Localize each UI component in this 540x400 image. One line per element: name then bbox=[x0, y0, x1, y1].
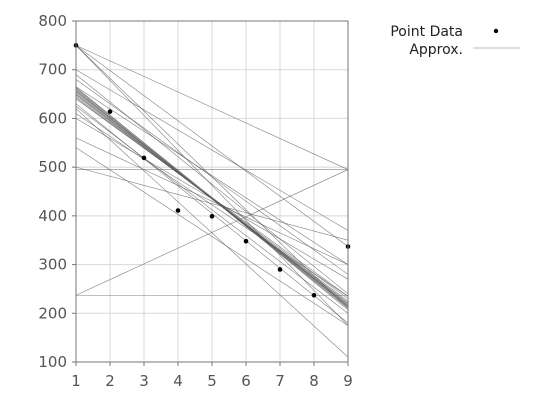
approx-line bbox=[75, 103, 349, 324]
legend-marker-point bbox=[493, 28, 499, 34]
approx-line bbox=[75, 108, 349, 358]
x-tick-label: 1 bbox=[71, 372, 81, 390]
approx-line bbox=[75, 147, 349, 326]
approx-line bbox=[75, 79, 349, 275]
y-tick-label: 500 bbox=[38, 158, 67, 176]
y-tick-label: 800 bbox=[38, 12, 67, 30]
approx-line bbox=[75, 137, 349, 265]
y-tick-label: 400 bbox=[38, 207, 67, 225]
approx-line bbox=[75, 74, 349, 295]
approx-line bbox=[75, 169, 349, 296]
grid bbox=[76, 20, 349, 362]
x-tick-label: 2 bbox=[105, 372, 115, 390]
approx-line bbox=[75, 69, 349, 231]
legend-label-approx: Approx. bbox=[409, 42, 463, 58]
approx-line bbox=[75, 45, 349, 170]
y-tick-label: 600 bbox=[38, 109, 67, 127]
approx-line bbox=[75, 90, 349, 306]
approx-line bbox=[75, 98, 349, 297]
y-tick-label: 300 bbox=[38, 256, 67, 274]
y-tick-label: 700 bbox=[38, 61, 67, 79]
x-tick-label: 5 bbox=[207, 372, 217, 390]
approx-lines bbox=[75, 45, 349, 358]
data-point bbox=[107, 109, 113, 114]
axes: 1 2 3 4 5 6 7 8 9 100 200 300 400 500 600 700 800 bbox=[38, 12, 352, 390]
approx-line bbox=[75, 86, 349, 265]
data-point bbox=[209, 214, 215, 219]
approx-line bbox=[75, 166, 349, 241]
legend-label-point-data: Point Data bbox=[390, 24, 463, 40]
y-tick-label: 100 bbox=[38, 353, 67, 371]
y-tick-label: 200 bbox=[38, 304, 67, 322]
x-tick-label: 4 bbox=[173, 372, 183, 390]
x-tick-label: 7 bbox=[275, 372, 285, 390]
approx-line bbox=[75, 45, 349, 247]
data-point bbox=[277, 267, 283, 272]
data-point bbox=[141, 155, 147, 161]
data-point bbox=[311, 292, 317, 298]
x-tick-label: 8 bbox=[309, 372, 319, 390]
data-point bbox=[175, 208, 181, 213]
approx-line bbox=[75, 106, 349, 314]
x-tick-label: 3 bbox=[139, 372, 149, 390]
approx-line bbox=[75, 118, 349, 280]
x-tick-label: 9 bbox=[343, 372, 353, 390]
legend: Point Data Approx. bbox=[390, 24, 520, 58]
data-point bbox=[243, 238, 249, 244]
x-tick-label: 6 bbox=[241, 372, 251, 390]
approx-line bbox=[75, 113, 349, 297]
